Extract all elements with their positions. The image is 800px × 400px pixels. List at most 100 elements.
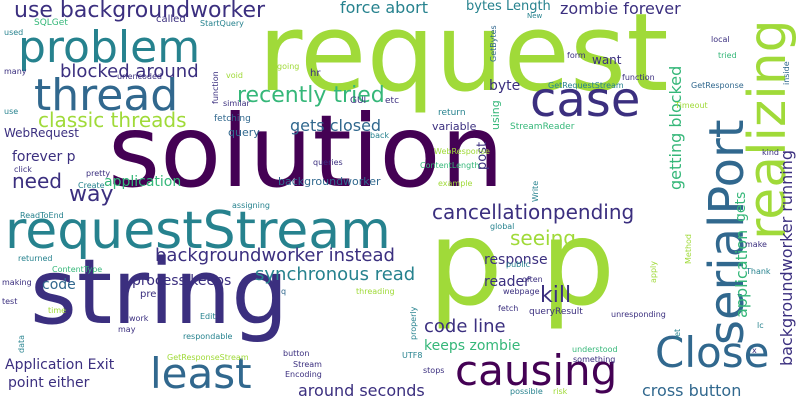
cloud-word: unresponding	[611, 311, 666, 319]
cloud-word: example	[438, 180, 472, 188]
cloud-word: GetRequestStream	[548, 82, 624, 90]
cloud-word: kill	[540, 285, 571, 307]
cloud-word: understood	[572, 346, 618, 354]
cloud-word: gets	[734, 192, 748, 222]
cloud-word: getting blocked	[668, 66, 684, 190]
cloud-word: Stream	[293, 361, 322, 369]
cloud-word: application	[104, 175, 181, 189]
cloud-word: forever p	[12, 150, 76, 164]
cloud-word: ReadToEnd	[20, 212, 64, 220]
cloud-word: called	[156, 15, 186, 25]
cloud-word: zombie forever	[560, 1, 681, 17]
cloud-word: returned	[18, 255, 52, 263]
cloud-word: Edit	[200, 313, 216, 321]
cloud-word: button	[283, 350, 309, 358]
cloud-word: keeps zombie	[424, 339, 520, 353]
cloud-word: cancellationpending	[432, 202, 634, 222]
cloud-word: stops	[423, 367, 444, 375]
cloud-word: bytes Length	[466, 0, 551, 13]
cloud-word: work	[129, 315, 148, 323]
cloud-word: data	[18, 335, 26, 353]
cloud-word: function	[212, 71, 220, 104]
cloud-word: New	[527, 13, 542, 20]
cloud-word: urlencoded	[117, 73, 162, 81]
cloud-word: time	[48, 307, 66, 315]
cloud-word: queries	[313, 159, 343, 167]
cloud-word: queryResult	[529, 308, 583, 317]
cloud-word: Thank	[746, 268, 771, 276]
cloud-word: make	[745, 241, 767, 249]
cloud-word: Write	[532, 181, 540, 202]
cloud-word: cross button	[642, 383, 741, 399]
cloud-word: webpage	[503, 288, 540, 296]
cloud-word: use	[4, 108, 18, 116]
cloud-word: going	[277, 63, 299, 71]
cloud-word: threading	[356, 288, 395, 296]
cloud-word: test	[2, 298, 17, 306]
cloud-word: click	[14, 166, 32, 174]
cloud-word: fetching	[214, 115, 251, 124]
cloud-word: WebRequest	[4, 127, 79, 139]
cloud-word: respondable	[183, 333, 232, 341]
cloud-word: void	[226, 72, 243, 80]
cloud-word: backgroundworker instead	[155, 247, 395, 265]
cloud-word: Method	[685, 234, 693, 264]
cloud-word: ret	[674, 329, 682, 340]
cloud-word: return	[438, 109, 466, 118]
cloud-word: lc	[757, 322, 764, 330]
cloud-word: GetBytes	[490, 25, 498, 62]
cloud-word: similar	[223, 100, 250, 108]
cloud-word: ContentType	[52, 266, 102, 274]
cloud-word: tried	[718, 52, 737, 60]
cloud-word: around seconds	[298, 383, 425, 399]
cloud-word: code	[42, 278, 76, 292]
cloud-word: form	[567, 52, 586, 60]
cloud-word: byte	[489, 79, 520, 93]
cloud-word: often	[522, 276, 543, 284]
cloud-word: function	[622, 74, 655, 82]
cloud-word: local	[711, 36, 730, 44]
cloud-word: inside	[783, 61, 791, 85]
cloud-word: code line	[424, 318, 506, 336]
cloud-word: seeing	[510, 228, 576, 248]
cloud-word: making	[2, 279, 32, 287]
cloud-word: Application Exit	[5, 358, 114, 372]
cloud-word: assigning	[232, 202, 270, 210]
cloud-word: fetch	[498, 305, 518, 313]
cloud-word: something	[573, 356, 615, 364]
cloud-word: GetResponse	[691, 82, 744, 90]
cloud-word: ContentLength	[420, 162, 479, 170]
cloud-word: gets closed	[290, 118, 381, 134]
cloud-word: used	[4, 29, 23, 37]
cloud-word: query	[228, 127, 260, 138]
cloud-word: StartQuery	[200, 20, 244, 28]
cloud-word: Timeout	[675, 102, 708, 110]
cloud-word: x	[752, 347, 757, 355]
cloud-word: UTF8	[402, 352, 422, 360]
cloud-word: Create	[78, 182, 105, 190]
cloud-word: may	[118, 326, 135, 334]
cloud-word: process keeps	[132, 274, 231, 288]
cloud-word: public	[506, 261, 530, 269]
cloud-word: properly	[410, 307, 418, 340]
cloud-word: variable	[432, 121, 476, 132]
cloud-word: want	[592, 54, 621, 66]
cloud-word: synchronous read	[255, 266, 415, 284]
cloud-word: risk	[553, 388, 567, 396]
cloud-word: GUI	[350, 97, 366, 106]
cloud-word: q	[281, 288, 286, 296]
cloud-word: StreamReader	[510, 123, 574, 132]
cloud-word: force abort	[340, 0, 428, 16]
cloud-word: backgroundworker	[278, 176, 381, 187]
cloud-word: using	[490, 100, 501, 130]
cloud-word: pre	[140, 290, 156, 300]
cloud-word: WebResponse	[434, 148, 490, 156]
cloud-word: Encoding	[285, 371, 322, 379]
cloud-word: pretty	[86, 170, 110, 178]
cloud-word: etc	[385, 97, 399, 106]
cloud-word: kind	[762, 149, 779, 157]
cloud-word: backgroundworker running	[779, 150, 795, 366]
cloud-word: point either	[8, 376, 89, 390]
cloud-word: GetResponseStream	[167, 354, 249, 362]
